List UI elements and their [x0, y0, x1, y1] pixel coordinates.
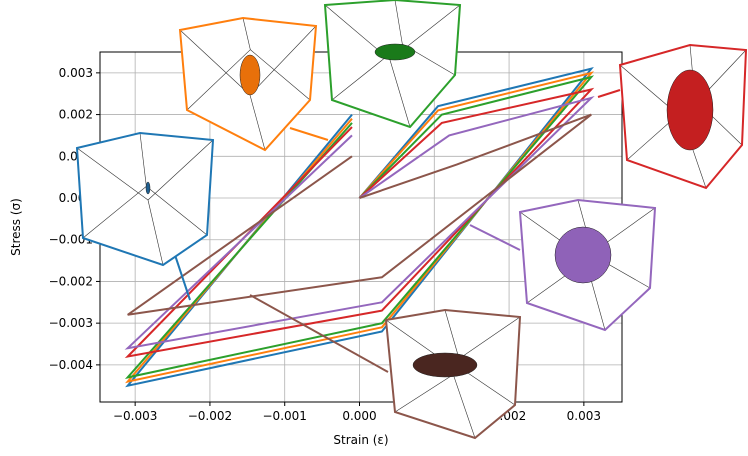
x-axis-label: Strain (ε) — [333, 433, 388, 447]
inclusion — [374, 43, 416, 61]
cube-outline — [75, 131, 215, 267]
inset-cube — [384, 308, 522, 440]
series-line — [124, 95, 595, 350]
y-tick-label: 0.002 — [59, 108, 93, 122]
y-tick-label: 0.003 — [59, 66, 93, 80]
inset-cube — [618, 43, 748, 190]
cube-edge — [449, 364, 476, 439]
inset-cube — [518, 198, 657, 332]
x-tick-label: 0.000 — [342, 409, 376, 423]
inset-cube — [323, 0, 462, 129]
cube-face — [325, 0, 460, 127]
cube-edge — [139, 132, 147, 187]
cube-outline — [384, 308, 522, 440]
inset-cube — [75, 131, 215, 267]
inset-connector — [469, 224, 521, 251]
inclusion — [145, 181, 151, 195]
cube-edge — [186, 49, 251, 111]
inclusion — [239, 54, 261, 96]
y-axis-label: Stress (σ) — [9, 198, 23, 256]
y-tick-label: −0.003 — [49, 316, 93, 330]
cube-edge — [147, 199, 164, 266]
cube-edge — [82, 186, 147, 239]
inclusion — [666, 69, 714, 151]
cube-edge — [461, 368, 516, 406]
inset-connector — [289, 127, 329, 141]
cube-outline — [518, 198, 657, 332]
cube-outline — [323, 0, 462, 129]
x-tick-label: −0.002 — [188, 409, 232, 423]
cube-edge — [250, 49, 311, 101]
series-line — [127, 113, 592, 316]
inset-connector — [174, 254, 191, 301]
cube-edge — [394, 0, 403, 45]
inset-connector — [597, 89, 621, 98]
cube-edge — [146, 186, 208, 236]
cube-edge — [179, 29, 251, 96]
x-tick-label: −0.003 — [113, 409, 157, 423]
inclusion — [554, 226, 612, 284]
cube-outline — [178, 16, 318, 152]
y-tick-label: −0.002 — [49, 274, 93, 288]
cube-outline — [618, 43, 748, 190]
cube-edge — [76, 147, 149, 201]
y-tick-label: −0.004 — [49, 358, 93, 372]
cube-edge — [249, 25, 317, 96]
cube-edge — [242, 17, 251, 50]
x-tick-label: 0.003 — [567, 409, 601, 423]
cube-edge — [147, 139, 214, 201]
cube-edge — [249, 94, 266, 151]
inset-connector — [249, 294, 389, 373]
inset-cube — [178, 16, 318, 152]
cube-face — [77, 133, 213, 265]
inclusion — [412, 352, 478, 378]
x-tick-label: −0.001 — [263, 409, 307, 423]
cube-edge — [389, 59, 411, 128]
